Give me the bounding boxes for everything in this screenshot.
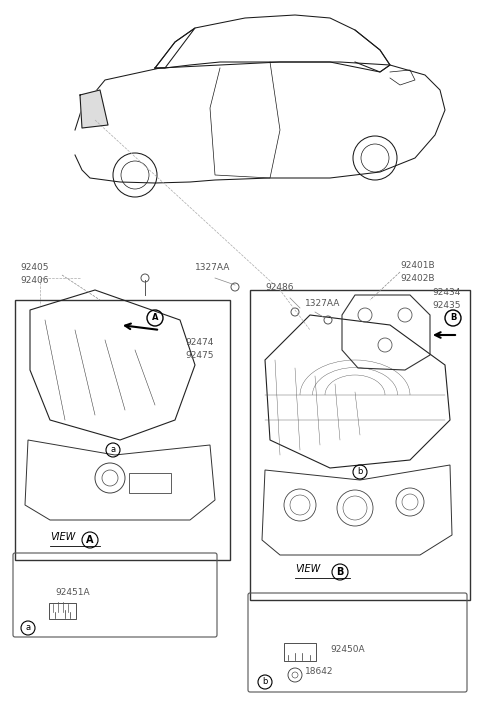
Text: b: b — [357, 467, 363, 477]
Text: a: a — [25, 623, 31, 633]
Text: 18642: 18642 — [305, 667, 334, 676]
Text: 92475: 92475 — [185, 351, 214, 360]
Text: 92434: 92434 — [432, 288, 460, 297]
Text: A: A — [152, 313, 158, 323]
Text: b: b — [262, 678, 268, 686]
Text: B: B — [450, 313, 456, 323]
Polygon shape — [80, 90, 108, 128]
Text: B: B — [336, 567, 344, 577]
Text: 92401B: 92401B — [400, 261, 434, 270]
Text: 92406: 92406 — [20, 276, 48, 285]
Text: 92435: 92435 — [432, 301, 460, 310]
Text: 92405: 92405 — [20, 263, 48, 272]
Text: A: A — [86, 535, 94, 545]
Text: 1327AA: 1327AA — [305, 299, 340, 308]
Text: 92450A: 92450A — [330, 645, 365, 654]
Text: VIEW: VIEW — [295, 564, 320, 574]
Text: 92486: 92486 — [265, 283, 293, 292]
Text: 1327AA: 1327AA — [195, 263, 230, 272]
Text: 92451A: 92451A — [55, 588, 90, 597]
Text: 92474: 92474 — [185, 338, 214, 347]
Text: 92402B: 92402B — [400, 274, 434, 283]
Text: a: a — [110, 445, 116, 455]
Text: VIEW: VIEW — [50, 532, 75, 542]
